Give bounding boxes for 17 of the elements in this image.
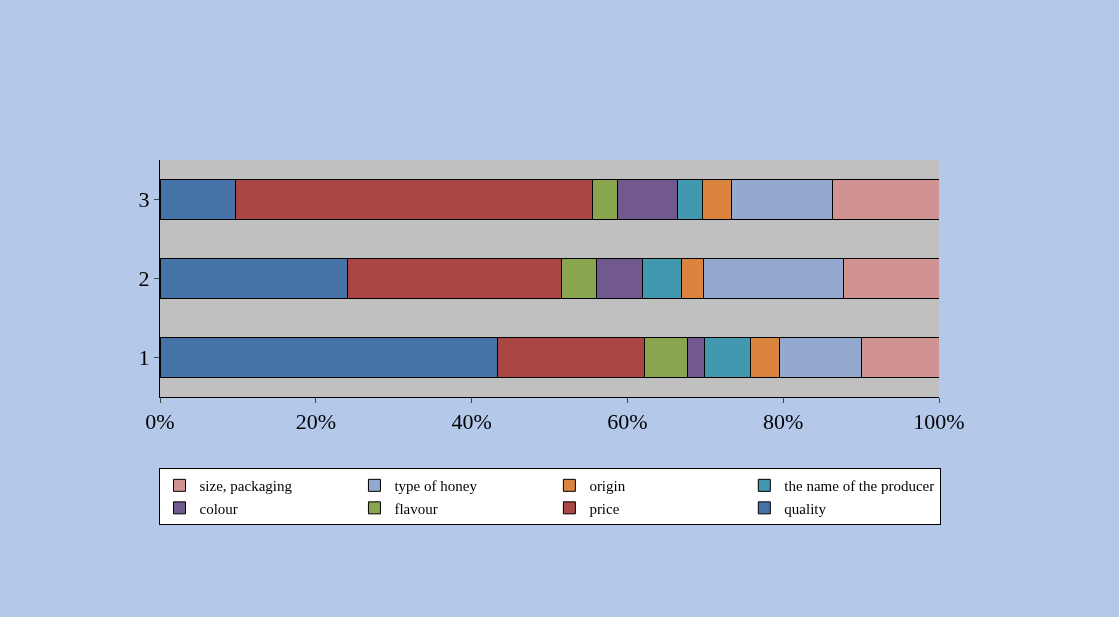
- x-tick-label: 80%: [763, 409, 804, 435]
- y-tick-label: 2: [138, 266, 150, 292]
- x-tick-label: 0%: [145, 409, 175, 435]
- x-tick-label: 100%: [913, 409, 965, 435]
- x-tick-label: 60%: [607, 409, 648, 435]
- legend-label: price: [589, 500, 620, 517]
- legend-label: the name of the producer: [784, 478, 935, 495]
- legend-label: size, packaging: [199, 478, 293, 495]
- legend-label: type of honey: [394, 478, 478, 495]
- y-tick-label: 3: [138, 187, 150, 213]
- legend-label: colour: [199, 500, 238, 517]
- legend-label: quality: [784, 500, 827, 517]
- x-tick-label: 40%: [451, 409, 492, 435]
- y-tick-label: 1: [138, 345, 150, 371]
- legend-label: flavour: [394, 500, 438, 517]
- x-tick-label: 20%: [295, 409, 336, 435]
- legend-label: origin: [589, 478, 626, 495]
